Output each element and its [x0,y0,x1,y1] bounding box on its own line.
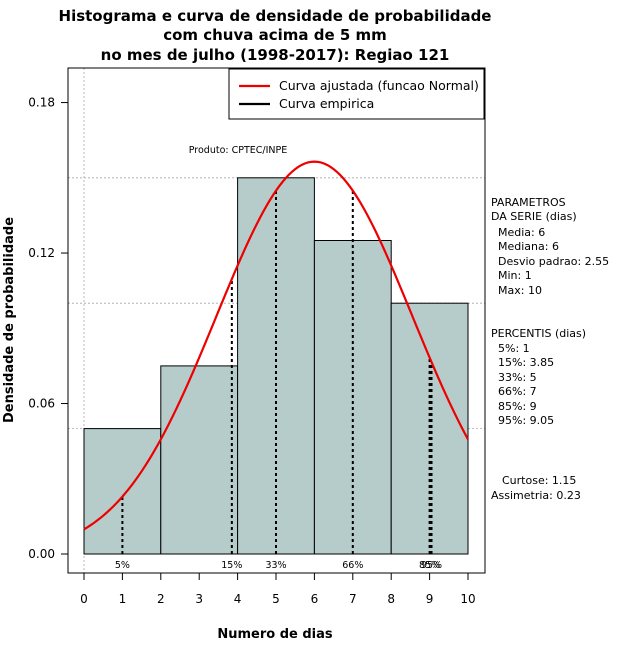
percentile-label: 66% [342,560,363,571]
side-panel: PARAMETROS DA SERIE (dias) Media: 6 Medi… [491,196,609,502]
percentile-label: 33% [265,560,286,571]
x-tick-label: 10 [460,592,475,606]
y-tick-label: 0.12 [28,246,55,260]
percentil-33: 33%: 5 [498,371,537,384]
percentis-title: PERCENTIS (dias) [491,327,586,340]
legend-label-fit: Curva ajustada (funcao Normal) [279,78,479,93]
x-tick-label: 0 [80,592,88,606]
legend-box [228,68,485,120]
normal-fit-curve [83,160,469,531]
title-line-1: Histograma e curva de densidade de proba… [59,7,492,25]
percentile-label: 95% [421,560,442,571]
percentile-label: 85% [419,560,440,571]
y-tick-label: 0.06 [28,397,55,411]
x-tick-label: 5 [272,592,280,606]
y-tick-label: 0.18 [28,96,55,110]
percentile-label: 5% [115,560,130,571]
histogram-bar [160,365,239,555]
x-tick-label: 4 [234,592,242,606]
percentil-66: 66%: 7 [498,385,537,398]
x-tick-label: 7 [349,592,357,606]
x-tick-label: 6 [311,592,319,606]
legend: Curva ajustada (funcao Normal) Curva emp… [228,68,485,120]
y-axis-label: Densidade de probabilidade [2,217,17,423]
percentil-15: 15%: 3.85 [498,356,554,369]
chart-title: Histograma e curva de densidade de proba… [59,7,492,64]
param-min: Min: 1 [498,269,532,282]
percentil-95: 95%: 9.05 [498,414,554,427]
x-tick-label: 8 [387,592,395,606]
param-max: Max: 10 [498,284,542,297]
percentile-label: 15% [221,560,242,571]
x-tick-label: 9 [426,592,434,606]
title-line-2: com chuva acima de 5 mm [163,26,387,44]
curtose: Curtose: 1.15 [502,474,576,487]
param-mediana: Mediana: 6 [498,240,559,253]
legend-label-empirical: Curva empirica [279,96,374,111]
percentil-5: 5%: 1 [498,342,530,355]
y-tick-label: 0.00 [28,547,55,561]
x-axis: 0 1 2 3 4 5 6 7 8 9 10 [80,572,476,606]
title-line-3: no mes de julho (1998-2017): Regiao 121 [101,46,450,64]
param-desvio: Desvio padrao: 2.55 [498,255,609,268]
y-axis: 0.00 0.06 0.12 0.18 [28,96,69,561]
param-media: Media: 6 [498,226,545,239]
params-title-1: PARAMETROS [491,196,566,209]
percentil-85: 85%: 9 [498,400,537,413]
product-annotation: Produto: CPTEC/INPE [189,145,288,156]
x-tick-label: 3 [195,592,203,606]
x-tick-label: 2 [157,592,165,606]
params-title-2: DA SERIE (dias) [491,210,577,223]
x-axis-label: Numero de dias [217,627,333,642]
assimetria: Assimetria: 0.23 [491,489,581,502]
x-tick-label: 1 [119,592,127,606]
percentile-lines: 5% 15% 33% 66% 85%95% [115,190,442,571]
